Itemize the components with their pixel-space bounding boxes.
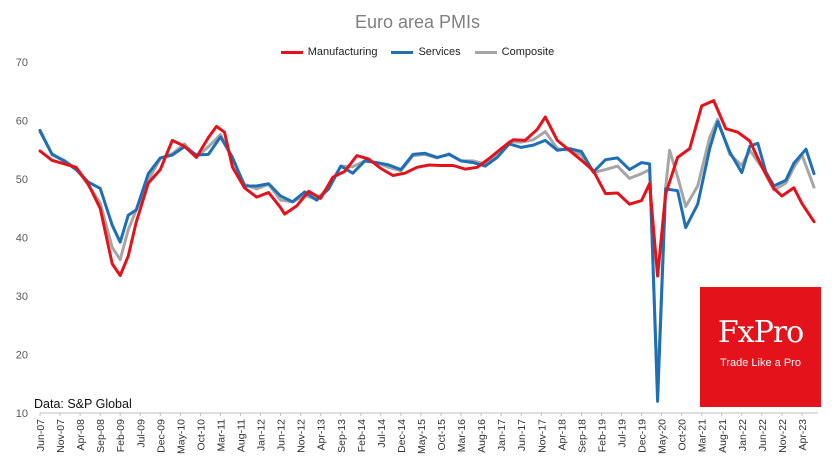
x-tick-label: Oct-15	[436, 419, 448, 451]
x-tick-label: Jun-22	[757, 419, 769, 451]
legend-swatch	[474, 50, 497, 54]
x-tick-label: Apr-18	[556, 419, 568, 451]
x-tick-label: Jul-19	[616, 419, 628, 448]
x-tick-label: Dec-19	[637, 419, 649, 453]
x-tick-label: Jul-14	[376, 419, 388, 448]
x-tick-label: Oct-20	[677, 419, 689, 451]
x-tick-label: Feb-09	[115, 419, 127, 452]
y-tick-label: 60	[16, 116, 28, 128]
x-tick-label: Apr-13	[316, 419, 328, 451]
chart-title: Euro area PMIs	[354, 12, 481, 32]
x-tick-label: Jun-17	[516, 419, 528, 451]
y-tick-label: 10	[16, 408, 28, 420]
x-tick-label: Mar-21	[697, 419, 709, 452]
x-tick-label: Aug-16	[476, 419, 488, 453]
x-tick-label: Jun-12	[276, 419, 288, 451]
x-tick-label: May-20	[657, 419, 669, 454]
series-line-services	[38, 120, 816, 403]
x-tick-label: Mar-16	[456, 419, 468, 452]
x-tick-label: Sep-18	[576, 419, 588, 453]
x-tick-label: Feb-14	[356, 419, 368, 452]
x-tick-label: Jan-17	[496, 419, 508, 451]
chart-legend: Manufacturing Services Composite	[0, 46, 835, 58]
x-tick-label: Feb-19	[596, 419, 608, 452]
source-note: Data: S&P Global	[34, 397, 132, 411]
x-tick-label: Dec-09	[155, 419, 167, 453]
x-tick-label: Jul-09	[135, 419, 147, 448]
x-tick-label: Oct-10	[195, 419, 207, 451]
legend-label: Composite	[501, 46, 555, 58]
x-tick-label: Jun-07	[35, 419, 47, 451]
x-tick-label: Nov-22	[777, 419, 789, 453]
legend-item-services: Services	[391, 46, 461, 58]
y-tick-label: 50	[16, 174, 28, 186]
x-tick-label: Nov-07	[55, 419, 67, 453]
x-tick-label: May-10	[175, 419, 187, 454]
x-tick-label: Nov-12	[296, 419, 308, 453]
x-tick-label: Dec-14	[396, 419, 408, 453]
logo-wordmark: FxPro	[717, 315, 804, 350]
logo-tagline: Trade Like a Pro	[720, 357, 801, 369]
x-tick-label: Nov-17	[536, 419, 548, 453]
y-tick-label: 70	[16, 57, 28, 69]
legend-label: Manufacturing	[307, 46, 378, 58]
y-tick-label: 30	[16, 291, 28, 303]
x-tick-label: Sep-13	[336, 419, 348, 453]
legend-swatch	[280, 50, 303, 54]
legend-label: Services	[418, 46, 461, 58]
x-tick-label: Apr-23	[797, 419, 809, 451]
x-tick-label: Mar-11	[215, 419, 227, 452]
x-tick-label: Apr-08	[75, 419, 87, 451]
fxpro-logo: FxPro Trade Like a Pro	[700, 287, 821, 407]
x-tick-label: Jan-12	[256, 419, 268, 451]
legend-item-composite: Composite	[474, 46, 555, 58]
x-tick-label: Aug-21	[717, 419, 729, 453]
legend-item-manufacturing: Manufacturing	[280, 46, 378, 58]
series-line-manufacturing	[38, 99, 816, 278]
legend-swatch	[391, 50, 414, 54]
x-tick-label: May-15	[416, 419, 428, 454]
x-tick-label: Jan-22	[737, 419, 749, 451]
x-tick-label: Aug-11	[236, 419, 248, 452]
x-tick-label: Sep-08	[95, 419, 107, 453]
y-tick-label: 40	[16, 233, 28, 245]
y-tick-label: 20	[16, 350, 28, 362]
series-line-composite	[38, 117, 816, 394]
